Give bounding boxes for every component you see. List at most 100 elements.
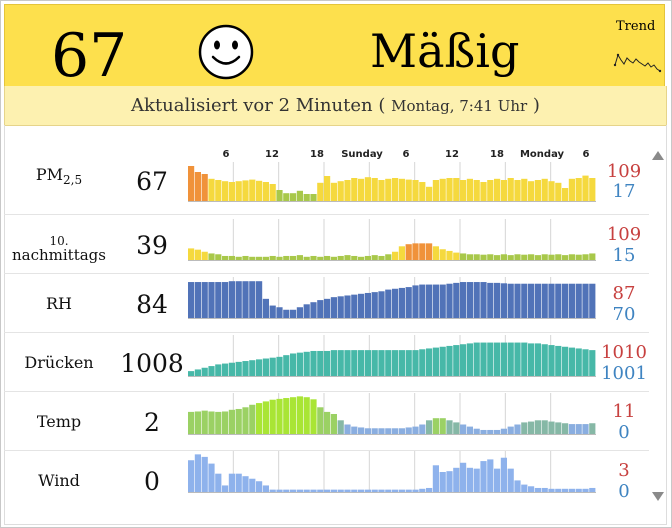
chart-bar xyxy=(378,255,385,261)
chart-bar xyxy=(541,487,548,493)
chart-bar xyxy=(228,281,235,319)
chart-bar xyxy=(480,254,487,261)
chart-bar xyxy=(276,256,283,261)
row-min-pm10: 15 xyxy=(612,245,636,266)
chart-bar xyxy=(269,305,276,319)
chart-bar xyxy=(249,179,256,202)
chart-bar xyxy=(290,309,297,319)
row-pm25[interactable]: PM2,5 67 109 17 xyxy=(4,155,649,214)
chart-bar xyxy=(262,182,269,202)
chart-bar xyxy=(521,283,528,319)
chart-bar xyxy=(507,283,514,319)
chart-bar xyxy=(194,282,201,319)
chart-bar xyxy=(385,254,392,261)
row-pressure[interactable]: Drücken 1008 1010 1001 xyxy=(4,332,649,392)
chart-bar xyxy=(344,424,351,435)
chart-bar xyxy=(514,342,521,377)
chart-bar xyxy=(528,343,535,377)
chart-bar xyxy=(201,251,208,261)
chart-bar xyxy=(337,181,344,202)
time-tick: Sunday xyxy=(341,149,383,160)
chart-bar xyxy=(358,427,365,435)
chart-bar xyxy=(330,297,337,319)
chart-bar xyxy=(215,411,222,435)
chart-bar xyxy=(446,178,453,202)
chart-bar xyxy=(317,300,324,319)
chart-bar xyxy=(201,456,208,493)
chart-bar xyxy=(500,180,507,202)
chart-bar xyxy=(208,253,215,261)
chart-bar xyxy=(589,350,596,377)
chart-bar xyxy=(500,283,507,319)
chart-bar xyxy=(419,349,426,377)
chart-bar xyxy=(324,298,331,319)
chart-bar xyxy=(310,399,317,435)
chart-bar xyxy=(562,423,569,435)
chart-bar xyxy=(351,255,358,261)
chart-bar xyxy=(290,193,297,202)
chart-bar xyxy=(188,282,195,319)
time-tick: 6 xyxy=(222,149,230,160)
chart-bar xyxy=(405,427,412,435)
chart-bar xyxy=(466,282,473,319)
chart-bar xyxy=(562,188,569,202)
row-rh[interactable]: RH 84 87 70 xyxy=(4,273,649,333)
chart-bar xyxy=(337,420,344,435)
chart-bar xyxy=(494,429,501,435)
chart-bar xyxy=(582,349,589,377)
chart-bar xyxy=(392,178,399,202)
trend-label[interactable]: Trend xyxy=(616,19,656,34)
chart-bar xyxy=(330,182,337,202)
scroll-down-arrow-icon[interactable] xyxy=(652,492,664,501)
chart-bar xyxy=(378,350,385,377)
updated-timestamp: Montag, 7:41 Uhr xyxy=(391,97,528,115)
chart-bar xyxy=(439,472,446,493)
chart-bar xyxy=(412,180,419,202)
chart-bar xyxy=(575,488,582,493)
chart-bar xyxy=(419,182,426,202)
chart-bar xyxy=(330,414,337,435)
chart-bar xyxy=(358,178,365,202)
trend-sparkline-icon[interactable] xyxy=(613,49,663,75)
chart-bar xyxy=(555,283,562,319)
row-temp[interactable]: Temp 2 11 0 xyxy=(4,391,649,451)
chart-bar xyxy=(432,347,439,377)
chart-bar xyxy=(262,358,269,377)
chart-bar xyxy=(242,180,249,202)
chart-bar xyxy=(242,361,249,377)
chart-bar xyxy=(589,178,596,202)
chart-bar xyxy=(276,356,283,377)
chart-bar xyxy=(432,180,439,202)
chart-bar xyxy=(215,254,222,261)
chart-bar xyxy=(439,178,446,202)
chart-bar xyxy=(222,485,229,493)
chart-bar xyxy=(487,254,494,261)
chart-bar xyxy=(385,350,392,377)
row-label-wind: Wind xyxy=(38,471,80,490)
scroll-up-arrow-icon[interactable] xyxy=(652,151,664,160)
chart-bar xyxy=(351,489,358,493)
pm10-label-line2: nachmittags xyxy=(12,246,106,264)
chart-bar xyxy=(487,342,494,377)
chart-bar xyxy=(412,489,419,493)
chart-bar xyxy=(194,369,201,377)
chart-bar xyxy=(568,178,575,202)
chart-bar xyxy=(419,424,426,435)
chart-bar xyxy=(575,348,582,377)
chart-bar xyxy=(276,489,283,493)
chart-bar xyxy=(541,178,548,202)
time-tick: 18 xyxy=(310,149,324,160)
row-wind[interactable]: Wind 0 3 0 xyxy=(4,450,649,510)
chart-bar xyxy=(351,426,358,435)
chart-bar xyxy=(568,254,575,261)
chart-bar xyxy=(392,489,399,493)
chart-bar xyxy=(460,282,467,319)
chart-bar xyxy=(426,420,433,435)
chart-bar xyxy=(188,371,195,377)
chart-bar xyxy=(317,489,324,493)
chart-bar xyxy=(378,428,385,435)
chart-bar xyxy=(555,488,562,493)
chart-bar xyxy=(446,420,453,435)
row-pm10[interactable]: 10. nachmittags 39 109 15 xyxy=(4,214,649,274)
chart-bar xyxy=(337,489,344,493)
